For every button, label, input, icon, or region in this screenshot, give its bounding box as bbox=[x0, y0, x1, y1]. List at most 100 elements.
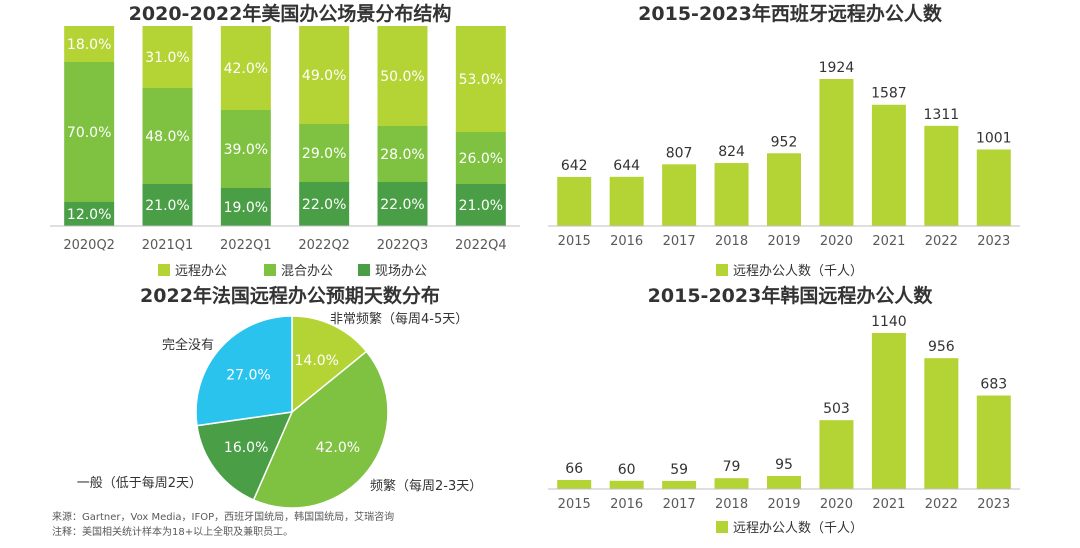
spain-bar-svg: 2015-2023年西班牙远程办公人数 642 2015 644 2016 807 2017… bbox=[548, 2, 1020, 279]
chart-title: 2022年法国远程办公预期天数分布 bbox=[140, 284, 440, 307]
slice-name: 完全没有 bbox=[162, 337, 214, 353]
x-tick-label: 2022 bbox=[925, 497, 958, 512]
bar-segment bbox=[377, 26, 428, 126]
bar bbox=[609, 480, 644, 489]
bar-segment bbox=[299, 26, 350, 124]
legend-label: 远程办公 bbox=[175, 264, 227, 279]
slice-label: 42.0% bbox=[316, 440, 360, 456]
data-label: 1924 bbox=[819, 60, 855, 76]
data-label: 22.0% bbox=[302, 197, 346, 213]
bar bbox=[609, 176, 644, 226]
x-tick-label: 2023 bbox=[977, 497, 1010, 512]
korea-bar-svg: 2015-2023年韩国远程办公人数 66 2015 60 2016 59 2017 79 20… bbox=[548, 284, 1020, 536]
data-label: 48.0% bbox=[145, 129, 189, 145]
bar bbox=[924, 125, 959, 226]
bar-segment bbox=[220, 188, 271, 226]
france-pie-svg: 2022年法国远程办公预期天数分布 14.0% 42.0% 16.0% 27.0% 非常频… bbox=[77, 284, 482, 509]
bar-segment bbox=[64, 26, 115, 62]
korea-remote-chart: 2015-2023年韩国远程办公人数 66 2015 60 2016 59 2017 79 20… bbox=[540, 280, 1040, 544]
bar-segment bbox=[455, 132, 506, 184]
pie-slice bbox=[195, 315, 293, 427]
bar bbox=[662, 480, 697, 489]
france-pie-chart: 2022年法国远程办公预期天数分布 14.0% 42.0% 16.0% 27.0% 非常频… bbox=[40, 280, 530, 544]
data-label: 70.0% bbox=[67, 125, 111, 141]
bar bbox=[819, 420, 854, 489]
legend-label: 远程办公人数（千人） bbox=[733, 521, 863, 536]
data-label: 29.0% bbox=[302, 146, 346, 162]
chart-title: 2015-2023年西班牙远程办公人数 bbox=[638, 2, 943, 25]
data-label: 807 bbox=[666, 145, 693, 161]
data-label: 683 bbox=[980, 377, 1007, 393]
legend-label: 现场办公 bbox=[375, 264, 427, 279]
bar bbox=[557, 176, 592, 226]
x-tick-label: 2022Q3 bbox=[377, 238, 429, 253]
legend-swatch bbox=[358, 264, 370, 276]
data-label: 28.0% bbox=[380, 147, 424, 163]
bar-segment bbox=[220, 26, 271, 110]
x-tick-label: 2021Q1 bbox=[142, 238, 194, 253]
x-tick-label: 2015 bbox=[558, 497, 591, 512]
bar-segment bbox=[142, 88, 193, 184]
x-tick-label: 2017 bbox=[663, 497, 696, 512]
legend-swatch bbox=[716, 264, 728, 276]
source-line: 来源：Gartner，Vox Media，IFOP，西班牙国统局，韩国国统局，艾… bbox=[52, 512, 395, 523]
bar bbox=[767, 153, 801, 226]
legend-swatch bbox=[158, 264, 170, 276]
x-tick-label: 2021 bbox=[872, 234, 905, 249]
data-label: 59 bbox=[670, 462, 688, 478]
pie-slice bbox=[252, 350, 389, 509]
x-tick-label: 2020 bbox=[820, 234, 853, 249]
chart-title: 2015-2023年韩国远程办公人数 bbox=[648, 284, 934, 307]
us-stacked-bar-svg: 2020-2022年美国办公场景分布结构 12.0% 70.0% 18.0% 2020Q… bbox=[50, 2, 520, 279]
pie-slice bbox=[291, 315, 368, 414]
x-tick-label: 2019 bbox=[767, 497, 800, 512]
bar-segment bbox=[64, 62, 115, 202]
data-label: 503 bbox=[823, 401, 850, 417]
bar-segment bbox=[455, 26, 506, 132]
chart-title: 2020-2022年美国办公场景分布结构 bbox=[129, 2, 452, 25]
data-label: 1311 bbox=[924, 107, 960, 123]
data-label: 50.0% bbox=[380, 69, 424, 85]
data-label: 26.0% bbox=[459, 151, 503, 167]
source-note: 来源：Gartner，Vox Media，IFOP，西班牙国统局，韩国国统局，艾… bbox=[52, 510, 394, 540]
spain-remote-chart: 2015-2023年西班牙远程办公人数 642 2015 644 2016 807 2017… bbox=[540, 0, 1040, 290]
data-label: 49.0% bbox=[302, 68, 346, 84]
slice-label: 27.0% bbox=[226, 367, 270, 383]
us-workplace-chart: 2020-2022年美国办公场景分布结构 12.0% 70.0% 18.0% 2020Q… bbox=[40, 0, 530, 290]
bar-segment bbox=[142, 26, 193, 88]
bar bbox=[871, 333, 906, 489]
bar-segment bbox=[64, 202, 115, 226]
bar bbox=[662, 164, 697, 226]
bar bbox=[976, 395, 1011, 489]
pie-slice bbox=[196, 411, 294, 501]
slice-label: 14.0% bbox=[295, 353, 339, 369]
data-label: 952 bbox=[771, 134, 798, 150]
x-tick-label: 2022Q2 bbox=[298, 238, 350, 253]
bar bbox=[819, 79, 854, 226]
data-label: 79 bbox=[723, 459, 741, 475]
data-label: 956 bbox=[928, 339, 955, 355]
bar-segment bbox=[142, 184, 193, 226]
data-label: 66 bbox=[565, 461, 583, 477]
data-label: 1140 bbox=[871, 314, 907, 330]
bar-segment bbox=[377, 182, 428, 226]
bar bbox=[871, 104, 906, 226]
x-tick-label: 2020Q2 bbox=[63, 238, 115, 253]
data-label: 21.0% bbox=[459, 198, 503, 214]
data-label: 22.0% bbox=[380, 197, 424, 213]
slice-name: 频繁（每周2-3天） bbox=[370, 478, 482, 494]
legend-swatch bbox=[264, 264, 276, 276]
x-tick-label: 2021 bbox=[872, 497, 905, 512]
data-label: 60 bbox=[618, 462, 636, 478]
x-tick-label: 2022Q1 bbox=[220, 238, 272, 253]
slice-name: 一般（低于每周2天） bbox=[77, 475, 202, 491]
legend-swatch bbox=[716, 521, 728, 533]
bar bbox=[976, 149, 1011, 226]
data-label: 824 bbox=[718, 144, 745, 160]
x-tick-label: 2018 bbox=[715, 497, 748, 512]
bar bbox=[714, 478, 749, 489]
data-label: 644 bbox=[613, 158, 640, 174]
bar bbox=[924, 358, 959, 489]
bar-segment bbox=[299, 124, 350, 182]
slice-label: 16.0% bbox=[224, 440, 268, 456]
